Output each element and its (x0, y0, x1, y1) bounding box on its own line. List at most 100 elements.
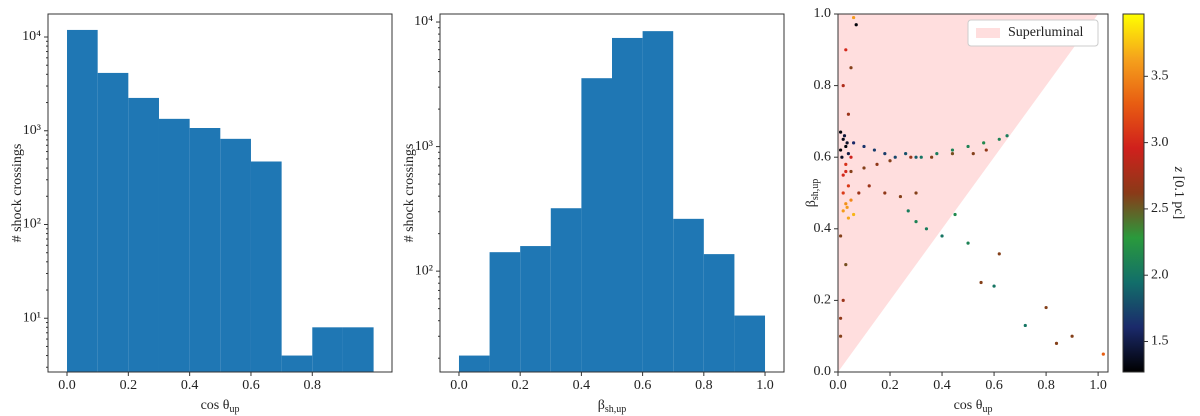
scatter-point (862, 166, 866, 170)
scatter-point (841, 84, 845, 88)
scatter-point (846, 152, 851, 156)
scatter-point (852, 212, 856, 217)
bar (489, 252, 521, 372)
scatter-point (844, 202, 848, 206)
y-tick-label: 10¹ (23, 310, 41, 325)
colorbar-label: z [0.1 pc] (1171, 166, 1186, 220)
scatter-point (950, 148, 955, 152)
scatter-point (844, 263, 848, 267)
legend: Superluminal (967, 19, 1099, 47)
x-tick-label: 0.4 (933, 378, 951, 393)
scatter-point (839, 148, 843, 152)
scatter-point (857, 191, 861, 195)
x-tick-label: 0.6 (634, 378, 652, 393)
scatter-point (844, 162, 848, 166)
axis-label-sub: up (229, 404, 239, 415)
axis-label-base: β (598, 398, 605, 413)
scatter-point (1070, 334, 1074, 338)
y-tick-label: 0.6 (814, 149, 832, 164)
axis-label-base: cos θ (201, 398, 230, 413)
bar (703, 254, 735, 372)
x-tick-label: 0.4 (573, 378, 591, 393)
scatter-point (845, 141, 849, 145)
scatter-point (849, 66, 853, 70)
scatter-point (840, 155, 844, 159)
bar (128, 97, 159, 372)
y-tick-label: 10² (23, 217, 41, 232)
scatter-point (914, 220, 918, 224)
scatter-point (862, 144, 866, 149)
bar (67, 29, 98, 372)
scatter-point (888, 159, 892, 163)
scatter-point (979, 280, 983, 285)
colorbar-tick-label: 3.5 (1151, 69, 1169, 84)
scatter-point (1054, 341, 1059, 345)
legend-box (967, 19, 1099, 47)
axis-label-sub: sh,up (810, 179, 821, 200)
scatter-point (950, 152, 955, 156)
scatter-point (852, 141, 856, 145)
colorbar (1122, 13, 1145, 373)
scatter-point (844, 169, 848, 174)
y-tick-label: 0.2 (814, 293, 832, 308)
scatter-point (982, 141, 986, 145)
scatter-point (971, 152, 975, 156)
axis-label-sub: sh,up (605, 404, 626, 415)
x-tick-label: 1.0 (756, 378, 774, 393)
scatter-point (839, 334, 843, 338)
x-tick-label: 0.2 (511, 378, 529, 393)
scatter-point (966, 144, 970, 149)
colorbar-tick-label: 2.0 (1151, 267, 1169, 282)
scatter-point (953, 212, 957, 217)
scatter-point (906, 209, 910, 213)
bar (312, 327, 343, 372)
panel: 0.0 0.2 0.4 0.6 0.8 10¹ 10² 10³ 10⁴ cos θup # shoc… (10, 13, 393, 415)
scatter-point (849, 169, 853, 174)
scatter-point (872, 148, 877, 152)
x-tick-label: 0.8 (695, 378, 713, 393)
x-tick-label: 0.4 (181, 378, 199, 393)
scatter-point (997, 252, 1001, 256)
bar (342, 327, 374, 372)
scatter-point (883, 191, 887, 195)
x-tick-label: 0.0 (829, 378, 847, 393)
scatter-point (841, 173, 845, 177)
scatter-point (852, 15, 856, 20)
scatter-point (966, 241, 970, 245)
scatter-point (893, 155, 897, 159)
colorbar-tick-label: 1.5 (1151, 334, 1169, 349)
legend-label: Superluminal (1008, 25, 1084, 40)
y-tick-label: 0.0 (814, 364, 832, 379)
bar (220, 138, 251, 372)
y-tick-label: 0.4 (814, 221, 832, 236)
scatter-point (883, 152, 887, 156)
scatter-point (839, 130, 843, 134)
scatter-point (904, 152, 908, 156)
x-tick-label: 0.0 (58, 378, 76, 393)
axis-label: cos θup (201, 398, 240, 415)
scatter-point (839, 316, 843, 320)
superluminal-region (838, 14, 1099, 372)
scatter-point (992, 284, 996, 288)
scatter-point (841, 209, 845, 213)
axis-label-base: cos θ (954, 398, 983, 413)
panel: Superluminal 1.5 2.0 2.5 3.0 3.5 z [0.1 pc] 0.0… (804, 6, 1186, 415)
scatter-point (997, 137, 1001, 141)
x-tick-label: 1.0 (1089, 378, 1107, 393)
scatter-point (1023, 323, 1027, 328)
bar (734, 315, 766, 372)
scatter-point (845, 205, 849, 209)
x-tick-label: 0.6 (985, 378, 1003, 393)
scatter-point (841, 191, 845, 195)
bar (612, 37, 643, 372)
x-tick-label: 0.8 (1037, 378, 1055, 393)
y-tick-label: 10⁴ (414, 14, 433, 29)
bar (250, 161, 282, 372)
scatter-point (919, 155, 923, 159)
x-tick-label: 0.0 (450, 378, 468, 393)
scatter-point (841, 137, 845, 141)
axis-label-base: β (804, 200, 819, 207)
bar (642, 31, 674, 373)
axis-label: # shock crossings (10, 144, 25, 243)
